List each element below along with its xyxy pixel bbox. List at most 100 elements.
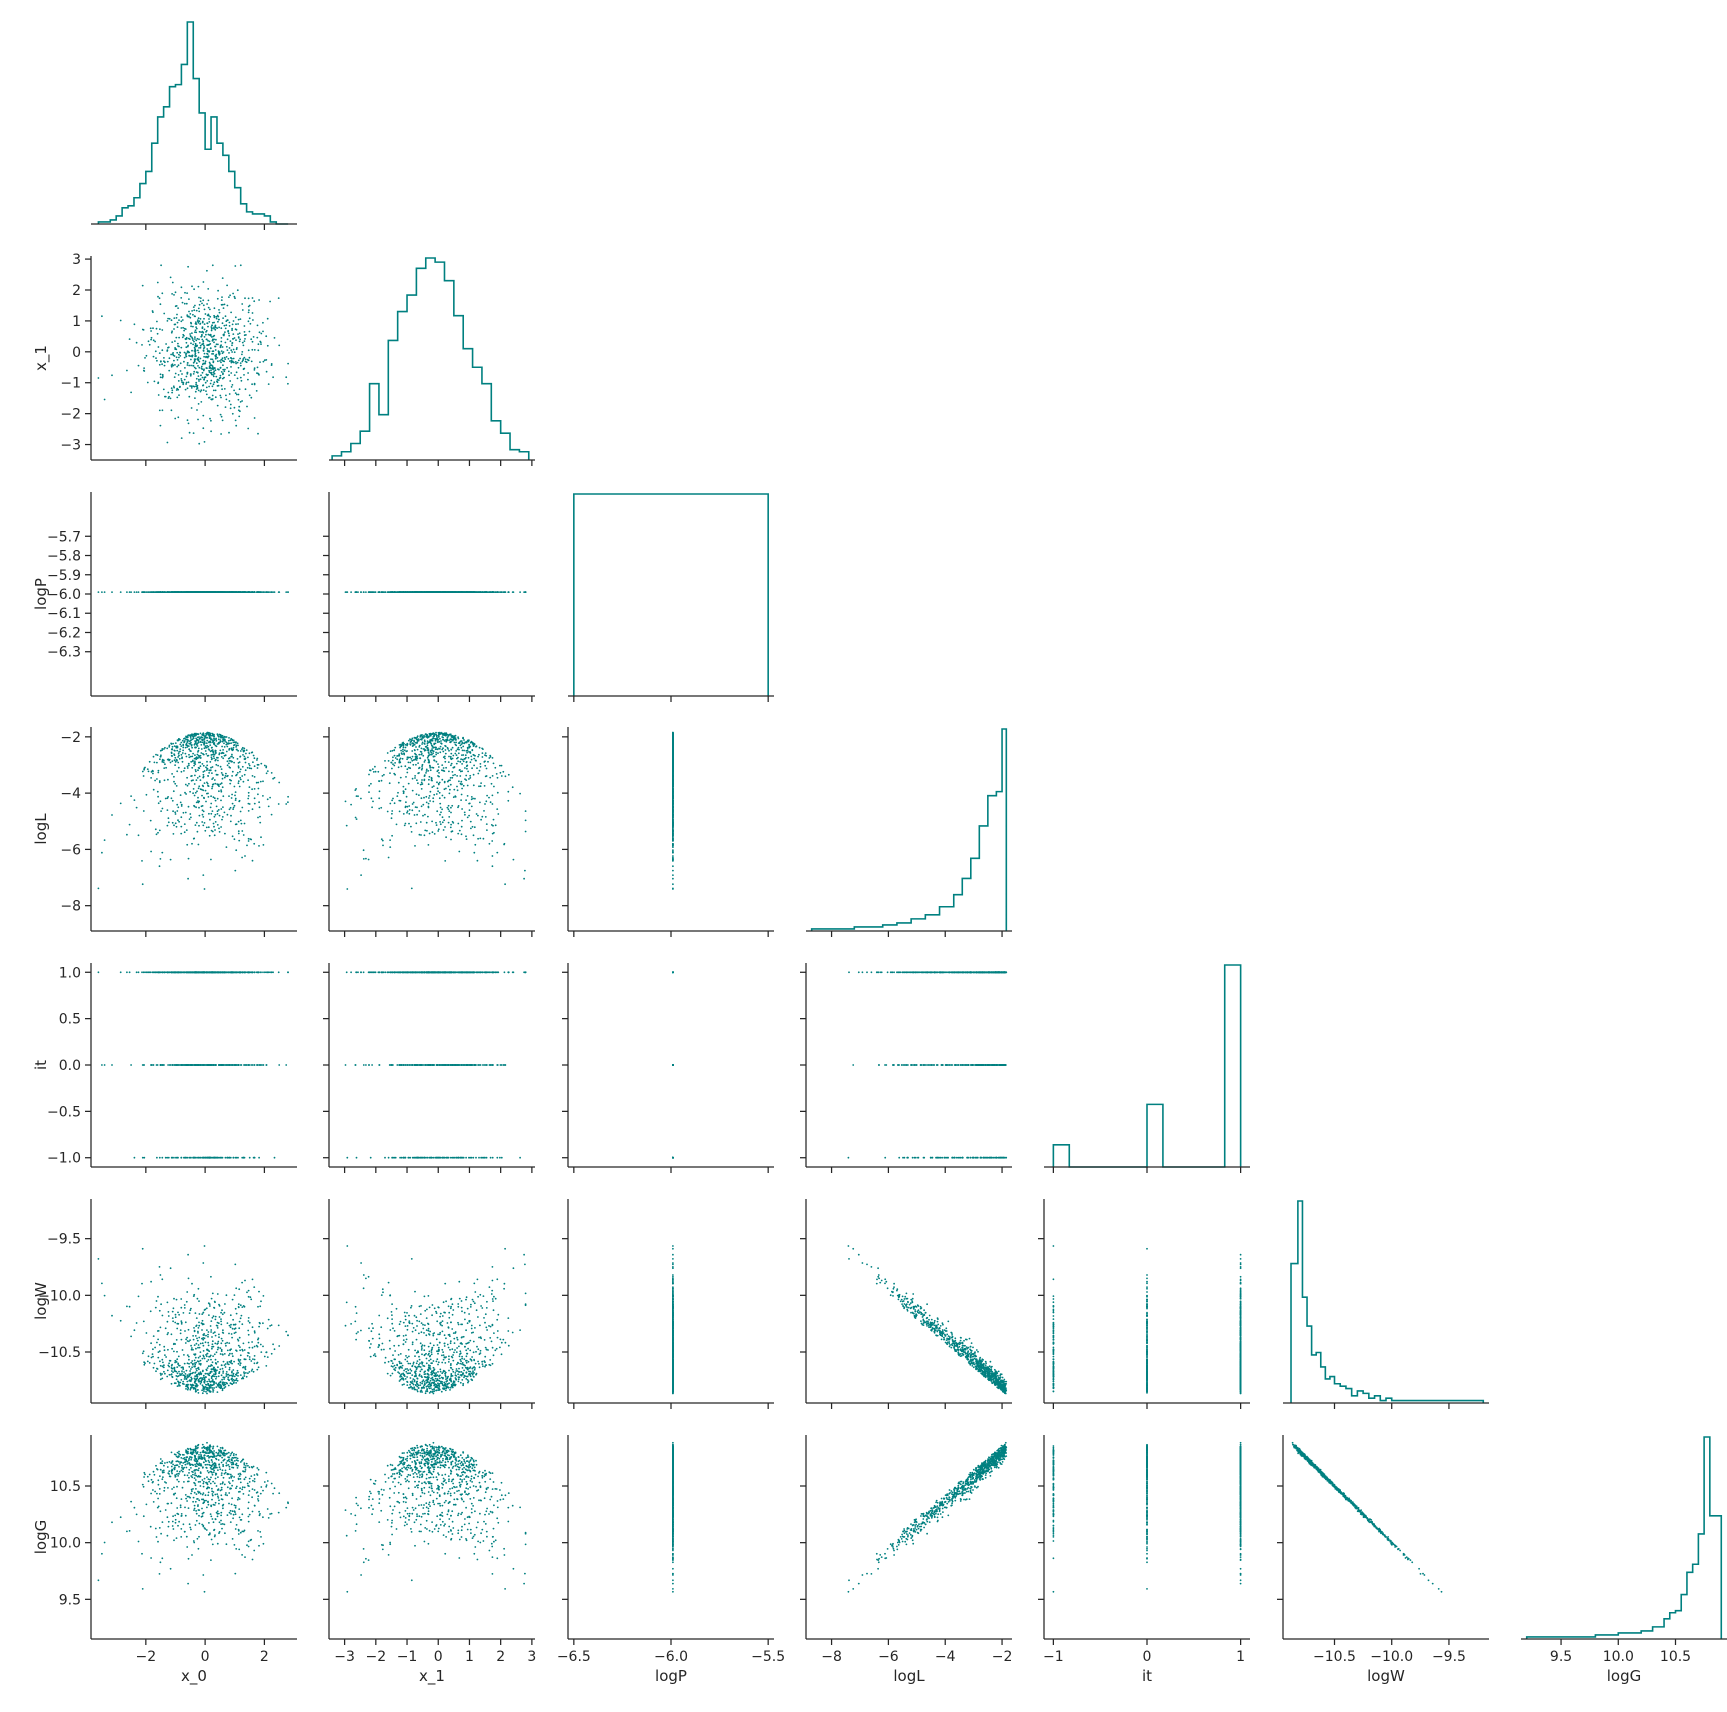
scatter-point	[190, 591, 192, 593]
scatter-point	[195, 309, 198, 312]
scatter-point	[239, 770, 241, 773]
scatter-point	[189, 313, 192, 315]
scatter-point	[97, 377, 100, 379]
scatter-point	[206, 781, 208, 784]
scatter-point	[397, 766, 400, 769]
scatter-point	[186, 371, 189, 374]
scatter-point	[524, 819, 527, 822]
scatter-point	[192, 306, 195, 308]
scatter-point	[143, 367, 146, 369]
scatter-point	[201, 330, 204, 333]
scatter-point	[452, 774, 454, 777]
scatter-point	[201, 763, 204, 765]
scatter-point	[455, 750, 458, 752]
scatter-point	[251, 383, 254, 386]
scatter-point	[213, 825, 215, 828]
scatter-point	[457, 756, 459, 759]
scatter-point	[427, 783, 430, 786]
scatter-point	[201, 376, 204, 379]
scatter-point	[454, 737, 457, 740]
scatter-point	[466, 795, 469, 797]
scatter-point	[202, 773, 205, 776]
scatter-point	[442, 750, 445, 753]
scatter-point	[421, 767, 424, 770]
scatter-point	[233, 361, 235, 364]
scatter-point	[489, 756, 492, 758]
scatter-point	[149, 819, 152, 822]
scatter-point	[481, 591, 484, 593]
scatter-point	[411, 742, 414, 745]
scatter-point	[221, 786, 224, 789]
scatter-point	[433, 734, 435, 737]
scatter-point	[152, 788, 155, 791]
scatter-point	[188, 298, 190, 300]
scatter-point	[472, 797, 474, 800]
scatter-point	[205, 356, 207, 359]
scatter-point	[206, 767, 209, 770]
scatter-point	[260, 332, 263, 335]
scatter-point	[201, 363, 204, 366]
scatter-point	[451, 804, 454, 807]
scatter-point	[251, 312, 254, 314]
scatter-point	[180, 816, 183, 819]
scatter-point	[447, 821, 450, 824]
scatter-point	[133, 591, 136, 593]
scatter-point	[156, 359, 158, 362]
scatter-point	[427, 805, 430, 808]
scatter-point	[455, 741, 457, 744]
scatter-point	[199, 740, 202, 743]
scatter-point	[179, 738, 181, 741]
scatter-point	[232, 320, 235, 322]
y-tick-label: −3	[60, 438, 81, 454]
scatter-point	[183, 302, 186, 305]
scatter-point	[158, 829, 161, 832]
scatter-point	[220, 433, 223, 435]
scatter-point	[380, 779, 383, 782]
scatter-point	[489, 776, 492, 779]
scatter-point	[386, 810, 389, 813]
scatter-point	[239, 318, 242, 320]
scatter-point	[465, 799, 467, 801]
scatter-point	[478, 785, 480, 788]
scatter-point	[201, 809, 204, 812]
scatter-point	[424, 759, 426, 762]
scatter-point	[256, 591, 259, 593]
scatter-point	[155, 753, 157, 756]
scatter-point	[425, 768, 428, 771]
scatter-point	[452, 822, 455, 824]
scatter-point	[466, 749, 469, 752]
scatter-point	[174, 811, 177, 814]
scatter-point	[287, 591, 289, 593]
scatter-point	[415, 793, 418, 796]
scatter-point	[287, 382, 289, 385]
scatter-point	[257, 793, 259, 796]
scatter-point	[201, 794, 203, 797]
scatter-point	[493, 785, 495, 788]
scatter-point	[470, 755, 473, 758]
scatter-point	[208, 736, 211, 739]
scatter-point	[203, 782, 206, 784]
scatter-point	[229, 820, 232, 823]
scatter-point	[157, 771, 160, 774]
scatter-point	[241, 341, 244, 344]
scatter-point	[437, 769, 440, 772]
scatter-point	[473, 764, 475, 767]
scatter-point	[672, 888, 674, 890]
scatter-point	[196, 371, 199, 374]
scatter-point	[174, 742, 177, 744]
scatter-point	[225, 394, 227, 397]
scatter-point	[213, 779, 216, 781]
scatter-point	[425, 772, 427, 774]
scatter-point	[207, 785, 210, 787]
scatter-point	[191, 332, 193, 334]
scatter-point	[221, 736, 224, 739]
scatter-point	[176, 359, 179, 361]
scatter-point	[216, 824, 219, 826]
scatter-point	[202, 427, 205, 430]
scatter-point	[237, 744, 239, 747]
scatter-point	[221, 740, 224, 743]
scatter-point	[257, 763, 260, 766]
scatter-point	[672, 869, 674, 872]
scatter-point	[201, 327, 204, 330]
scatter-point	[457, 822, 460, 825]
